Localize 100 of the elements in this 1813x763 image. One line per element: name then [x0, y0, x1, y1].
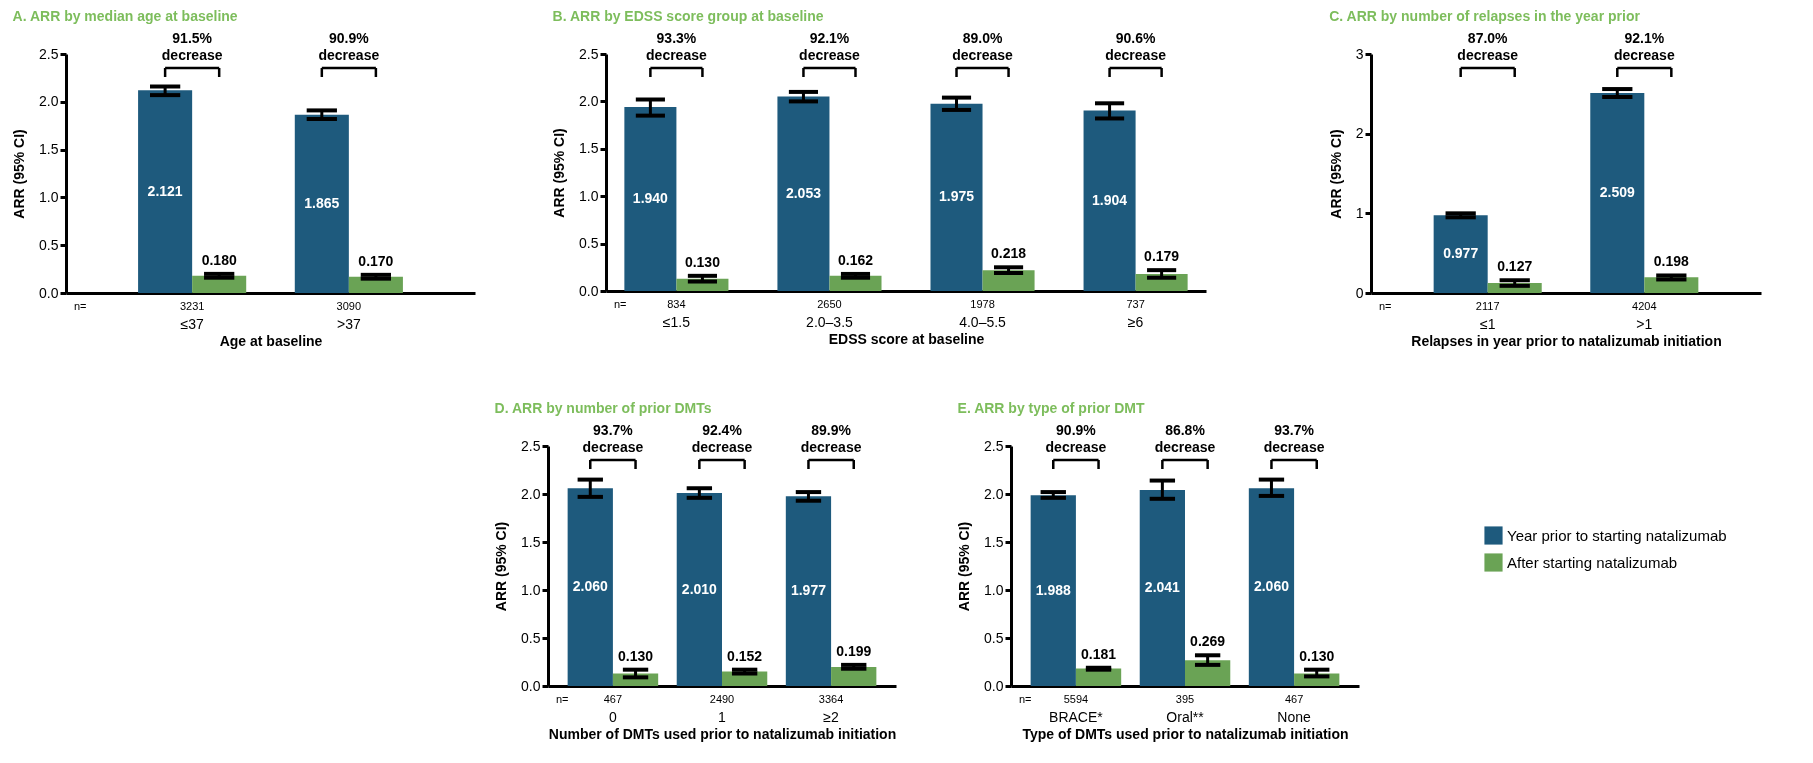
data-label: 0.179	[1144, 248, 1180, 265]
data-label: 1.940	[632, 190, 669, 207]
x-axis-title: Age at baseline	[219, 332, 323, 349]
y-tick-label: 1.5	[579, 140, 599, 157]
y-axis-title: ARR (95% CI)	[11, 129, 28, 219]
bar	[930, 103, 983, 291]
data-label: 1.904	[1092, 191, 1128, 208]
data-label: 2.010	[681, 580, 718, 597]
y-tick-label: 0.0	[984, 677, 1004, 694]
annotation: 92.1% decrease	[799, 30, 861, 63]
data-label: 0.152	[727, 647, 763, 664]
bar	[624, 107, 677, 291]
annotation: 90.9% decrease	[318, 30, 380, 63]
annotation: 90.9% decrease	[1045, 422, 1107, 455]
text: 395	[1175, 693, 1195, 705]
data-label: 0.130	[1299, 647, 1335, 664]
text: n=	[74, 300, 87, 312]
y-axis-title: ARR (95% CI)	[956, 521, 973, 612]
annotation: 89.0% decrease	[952, 30, 1014, 63]
x-tick-label: None	[1277, 708, 1312, 725]
data-label: 1.988	[1035, 581, 1071, 598]
chart-title: C. ARR by number of relapses in the year prior	[1329, 8, 1641, 24]
annotation: 93.7% decrease	[1263, 422, 1325, 455]
x-tick-label: 1	[718, 708, 727, 725]
y-axis-title: ARR (95% CI)	[493, 521, 510, 612]
y-tick-label: 0.0	[521, 677, 541, 694]
legend-label: After starting natalizumab	[1507, 553, 1678, 571]
bar	[567, 488, 613, 686]
text: 3090	[336, 300, 362, 312]
x-tick-label: 0	[609, 708, 618, 725]
y-tick-label: 2	[1355, 125, 1364, 142]
annotation: 92.1% decrease	[1613, 30, 1675, 63]
annotation: 91.5% decrease	[161, 30, 223, 63]
text: 2650	[817, 298, 842, 310]
x-tick-label: BRACE*	[1049, 708, 1104, 725]
chart-title: E. ARR by type of prior DMT	[957, 400, 1145, 416]
text: n=	[556, 693, 569, 705]
annotation: 93.3% decrease	[646, 30, 707, 63]
data-label: 2.041	[1144, 579, 1181, 596]
text: 834	[667, 298, 686, 310]
y-tick-label: 0.0	[579, 282, 599, 299]
data-label: 0.170	[358, 252, 394, 269]
x-tick-label: >37	[336, 315, 361, 332]
y-axis-title: ARR (95% CI)	[1327, 129, 1344, 219]
text: 737	[1126, 298, 1145, 310]
annotation: 92.4% decrease	[691, 422, 753, 455]
x-axis-title: Type of DMTs used prior to natalizumab initiation	[1022, 725, 1349, 742]
data-label: 0.180	[201, 251, 237, 268]
y-tick-label: 2.5	[39, 45, 59, 62]
x-tick-label: ≥2	[823, 708, 840, 725]
data-label: 0.130	[618, 647, 654, 664]
y-tick-label: 2.0	[39, 93, 59, 110]
data-label: 2.509	[1599, 184, 1636, 201]
text: 3364	[818, 693, 844, 705]
data-label: 1.865	[304, 194, 340, 211]
text: 2117	[1475, 300, 1500, 312]
bar	[1139, 490, 1185, 686]
y-tick-label: 0.5	[579, 235, 599, 252]
annotation: 86.8% decrease	[1154, 422, 1216, 455]
y-tick-label: 0.5	[521, 629, 541, 646]
annotation: 87.0% decrease	[1457, 30, 1519, 63]
data-label: 1.977	[790, 582, 827, 599]
data-label: 1.975	[938, 188, 975, 205]
y-tick-label: 1.5	[984, 533, 1004, 550]
y-tick-label: 1	[1355, 204, 1364, 221]
data-label: 2.060	[1253, 578, 1290, 595]
y-tick-label: 0.5	[39, 236, 59, 253]
x-tick-label: ≥6	[1127, 313, 1144, 330]
data-label: 0.127	[1497, 258, 1533, 275]
data-label: 0.130	[684, 253, 721, 270]
y-tick-label: 1.5	[521, 533, 541, 550]
text: 3231	[179, 300, 205, 312]
text: n=	[1019, 693, 1032, 705]
data-label: 0.199	[836, 642, 872, 659]
y-tick-label: 1.0	[521, 581, 541, 598]
data-label: 0.181	[1081, 645, 1117, 662]
text: 2490	[709, 693, 735, 705]
x-axis-title: Number of DMTs used prior to natalizumab initiation	[548, 725, 897, 742]
y-tick-label: 1.0	[579, 187, 599, 204]
x-axis-title: EDSS score at baseline	[828, 330, 985, 347]
x-tick-label: 4.0–5.5	[959, 313, 1007, 330]
x-tick-label: ≤1.5	[662, 313, 691, 330]
x-axis-title: Relapses in year prior to natalizumab initiation	[1411, 332, 1722, 349]
y-tick-label: 3	[1355, 45, 1364, 62]
data-label: 0.269	[1190, 633, 1226, 650]
x-tick-label: Oral**	[1166, 708, 1205, 725]
x-tick-label: ≤1	[1479, 315, 1496, 332]
bar	[1083, 110, 1136, 291]
y-tick-label: 2.0	[984, 485, 1004, 502]
data-label: 0.162	[837, 251, 874, 268]
y-tick-label: 1.0	[984, 581, 1004, 598]
y-tick-label: 1.5	[39, 141, 59, 158]
text: 1978	[970, 298, 995, 310]
y-tick-label: 1.0	[39, 188, 59, 205]
annotation: 90.6% decrease	[1105, 30, 1167, 63]
y-axis-title: ARR (95% CI)	[551, 128, 568, 218]
text: 467	[1284, 693, 1304, 705]
y-tick-label: 2.5	[521, 437, 541, 454]
bar	[1248, 488, 1295, 686]
chart-title: D. ARR by number of prior DMTs	[494, 400, 712, 416]
